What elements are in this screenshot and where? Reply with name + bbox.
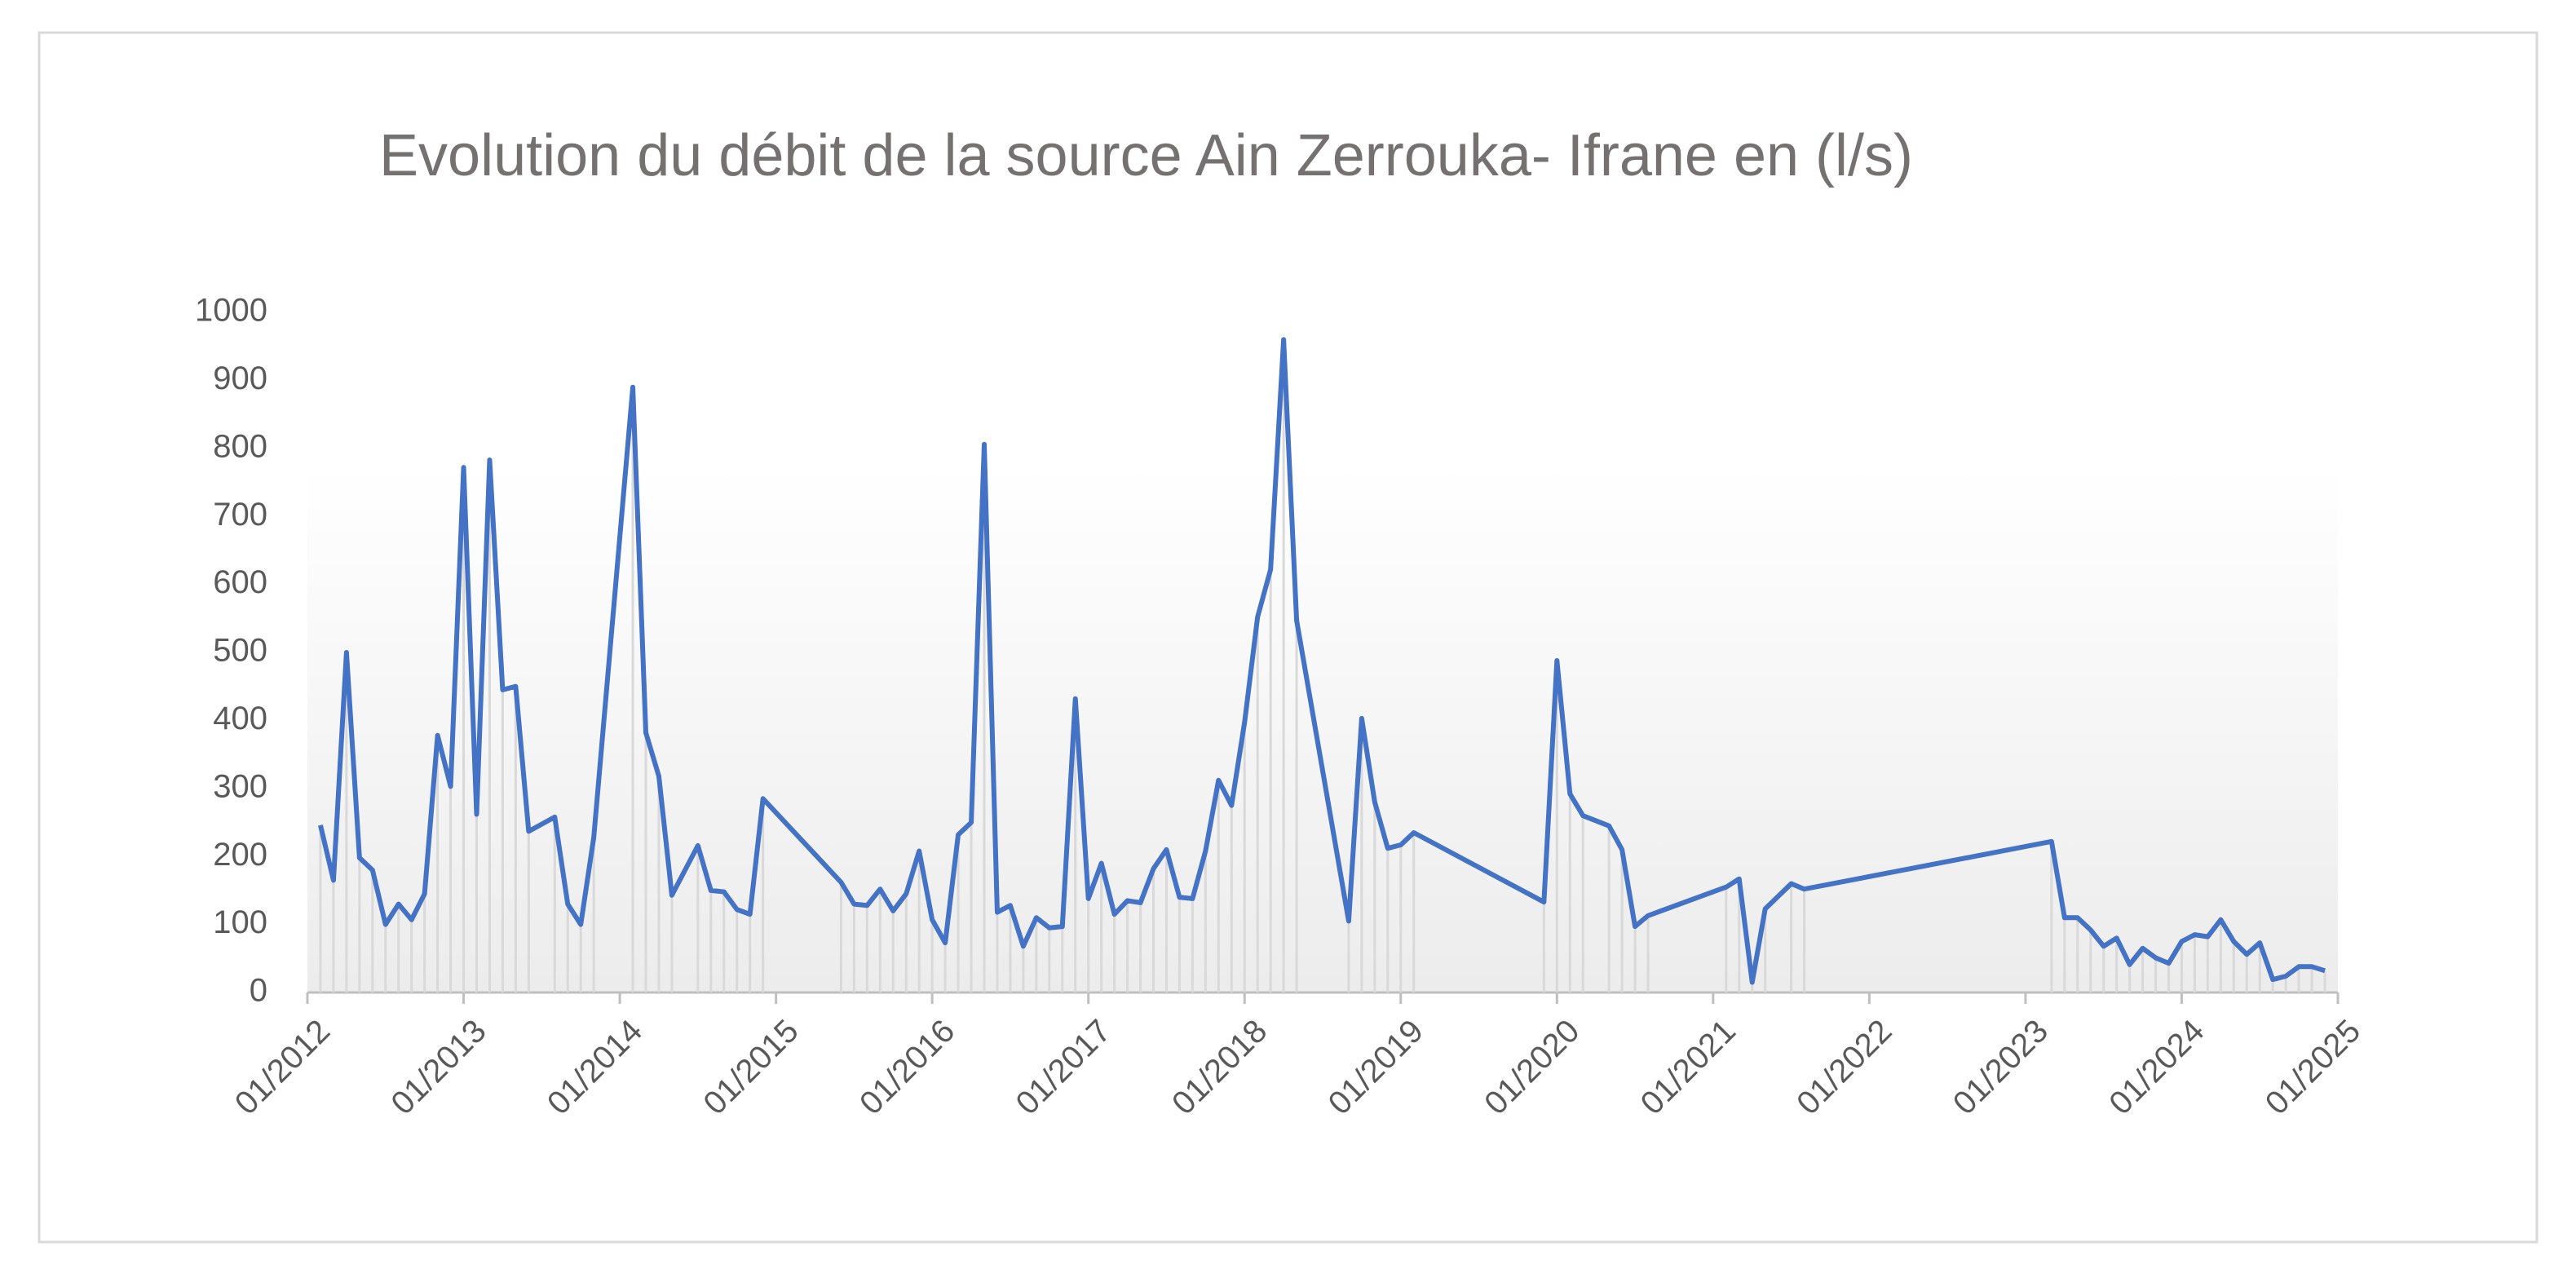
plot-background xyxy=(307,465,2338,992)
y-tick-label: 1000 xyxy=(195,293,267,329)
y-tick-label: 500 xyxy=(213,633,267,669)
y-tick-label: 800 xyxy=(213,428,267,464)
y-tick-label: 600 xyxy=(213,564,267,600)
data-line xyxy=(318,337,2326,985)
y-tick-label: 900 xyxy=(213,360,267,396)
y-tick-label: 100 xyxy=(213,904,267,940)
y-tick-label: 700 xyxy=(213,497,267,533)
y-tick-label: 200 xyxy=(213,837,267,873)
y-tick-label: 400 xyxy=(213,701,267,736)
y-tick-label: 0 xyxy=(250,973,267,1009)
chart-title: Evolution du débit de la source Ain Zerr… xyxy=(379,123,1913,188)
y-tick-label: 300 xyxy=(213,768,267,804)
